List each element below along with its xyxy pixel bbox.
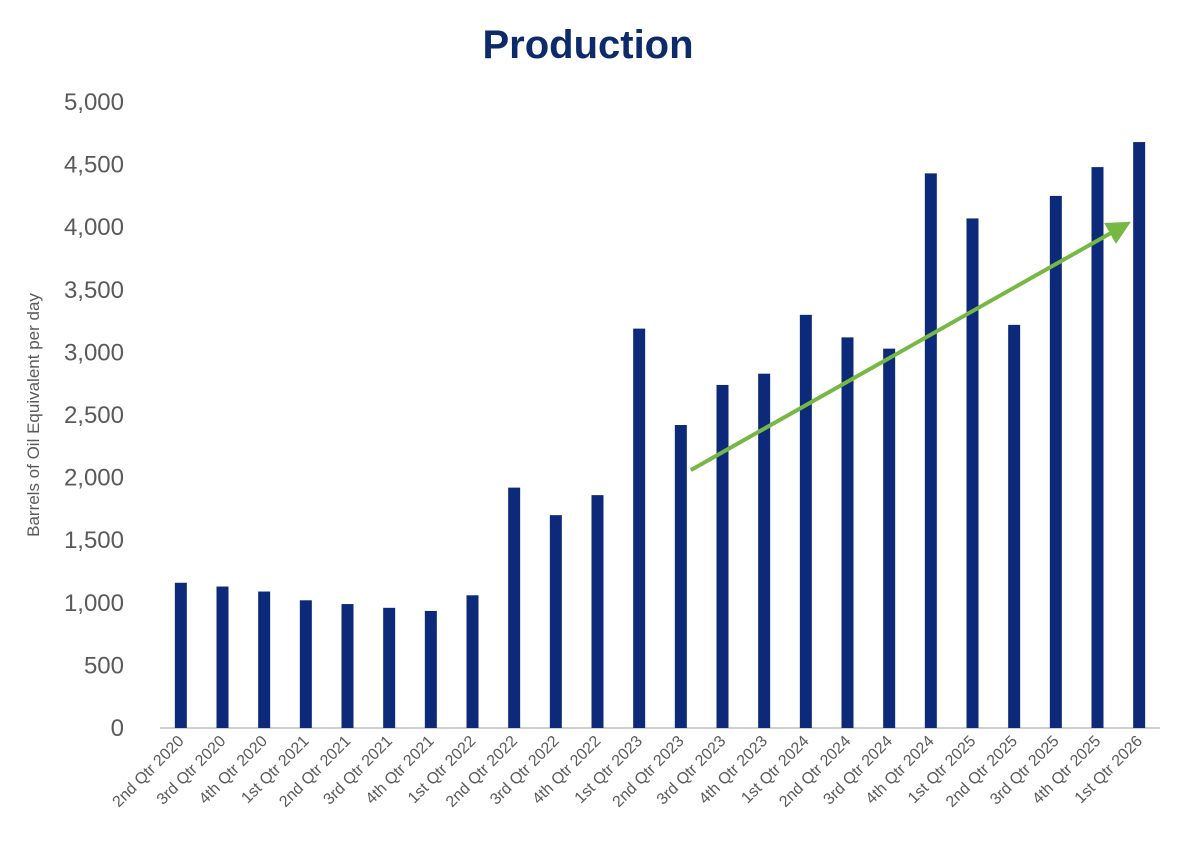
bar [549, 515, 562, 728]
y-tick-label: 2,000 [64, 465, 124, 492]
bar [1091, 167, 1104, 728]
bar [1133, 142, 1146, 729]
y-tick-label: 3,000 [64, 339, 124, 366]
bar [299, 600, 312, 728]
x-tick-label: 2nd Qtr 2020 [110, 733, 188, 811]
bar [924, 173, 937, 728]
bar [1008, 324, 1021, 728]
y-axis-title: Barrels of Oil Equivalent per day [24, 293, 43, 537]
bar [424, 610, 437, 728]
bar [508, 487, 521, 728]
bar [591, 495, 604, 728]
bar [216, 586, 229, 728]
bar [799, 314, 812, 728]
bars [174, 142, 1146, 729]
y-tick-label: 3,500 [64, 277, 124, 304]
y-tick-label: 5,000 [64, 89, 124, 116]
bar [258, 591, 271, 728]
y-tick-label: 1,500 [64, 527, 124, 554]
bar [674, 425, 687, 728]
y-tick-label: 1,000 [64, 590, 124, 617]
bar [758, 373, 771, 728]
bar [883, 348, 896, 728]
y-tick-label: 2,500 [64, 402, 124, 429]
bar [341, 604, 354, 728]
y-axis-ticks: 0 500 1,000 1,500 2,000 2,500 3,000 3,500 4,000 4… [64, 89, 124, 742]
trend-arrow [689, 221, 1131, 472]
bar [841, 337, 854, 728]
bar [174, 582, 187, 728]
bar [966, 218, 979, 728]
y-tick-label: 0 [111, 715, 124, 742]
bar [1049, 195, 1062, 728]
y-tick-label: 4,000 [64, 214, 124, 241]
bar [716, 384, 729, 728]
bar [633, 328, 646, 728]
annotations [689, 221, 1131, 472]
y-tick-label: 4,500 [64, 152, 124, 179]
chart-title: Production [482, 23, 693, 67]
y-tick-label: 500 [84, 652, 124, 679]
bar [383, 607, 396, 728]
bar [466, 595, 479, 728]
